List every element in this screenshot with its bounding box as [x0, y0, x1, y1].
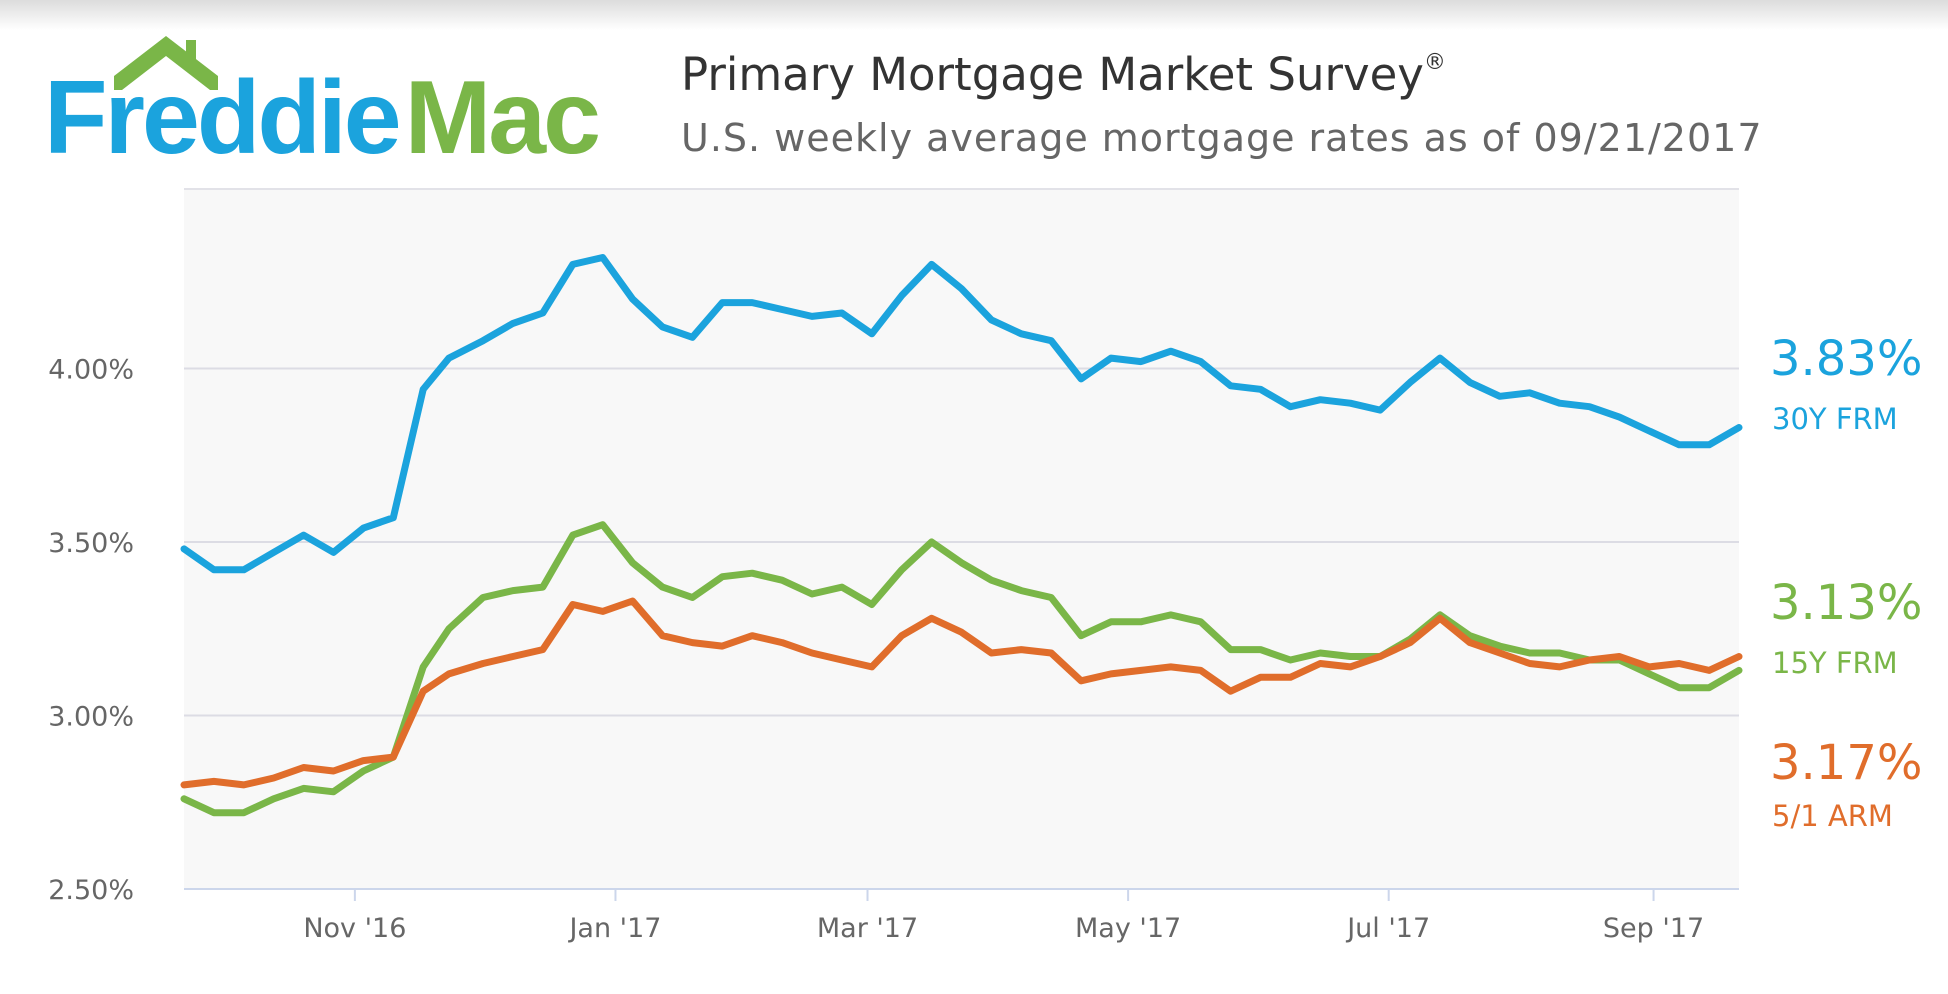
y-tick-label: 4.00% — [48, 355, 134, 386]
chart-title-text: Primary Mortgage Market Survey — [681, 48, 1424, 101]
x-tick-label: Mar '17 — [817, 913, 918, 944]
series-end-value: 3.17% — [1770, 735, 1922, 791]
top-shadow-band — [0, 0, 1948, 30]
x-tick-label: Sep '17 — [1603, 913, 1704, 944]
series-name-label: 30Y FRM — [1772, 402, 1898, 436]
registered-mark: ® — [1423, 50, 1446, 75]
freddie-mac-logo: FreddieMac — [44, 30, 624, 170]
y-tick-label: 2.50% — [48, 875, 134, 906]
series-end-value: 3.13% — [1770, 575, 1922, 631]
x-tick-label: Jan '17 — [567, 913, 661, 944]
x-tick-label: Jul '17 — [1345, 913, 1430, 944]
y-tick-label: 3.00% — [48, 702, 134, 733]
house-roof-icon — [114, 36, 218, 90]
chart-title: Primary Mortgage Market Survey® — [681, 48, 1446, 101]
chart-subtitle: U.S. weekly average mortgage rates as of… — [681, 116, 1763, 160]
series-name-label: 15Y FRM — [1772, 646, 1898, 680]
logo-freddie: Freddie — [44, 60, 402, 176]
plot-area — [184, 189, 1739, 889]
logo-mac: Mac — [404, 60, 601, 176]
y-tick-label: 3.50% — [48, 528, 134, 559]
series-name-label: 5/1 ARM — [1772, 799, 1893, 833]
x-tick-label: May '17 — [1075, 913, 1181, 944]
series-end-value: 3.83% — [1770, 331, 1922, 387]
x-tick-label: Nov '16 — [303, 913, 406, 944]
